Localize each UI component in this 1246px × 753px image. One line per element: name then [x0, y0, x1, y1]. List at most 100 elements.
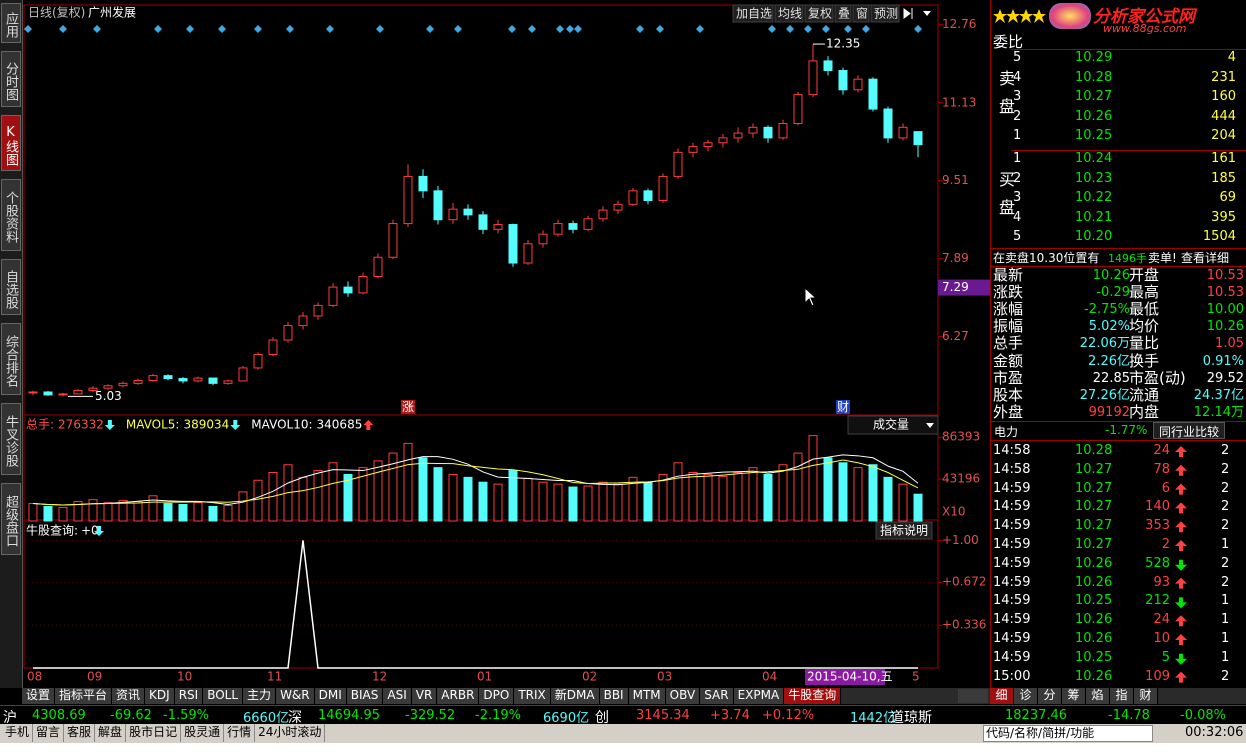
- indicator-tab[interactable]: EXPMA: [733, 688, 785, 704]
- tab-scroll[interactable]: [958, 689, 988, 703]
- event-diamond: [59, 25, 67, 33]
- sidebar-tab[interactable]: 分时图: [1, 51, 21, 107]
- toolbar-button[interactable]: 预测: [874, 7, 898, 21]
- footer-button[interactable]: 行情: [224, 724, 256, 742]
- sidebar-tab[interactable]: 牛叉诊股: [1, 403, 21, 475]
- toolbar-button[interactable]: 叠: [838, 7, 850, 21]
- indicator-tab[interactable]: SAR: [700, 688, 734, 704]
- footer-button[interactable]: 解盘: [95, 724, 127, 742]
- footer-button[interactable]: 股市日记: [126, 724, 182, 742]
- market-bar: 沪 4308.69 -69.62 -1.59% 6660亿深 14694.95 -329.5…: [0, 705, 1246, 726]
- sidebar-tab[interactable]: 综合排名: [1, 323, 21, 395]
- volume-bar: [823, 457, 833, 522]
- indicator-tab[interactable]: 设置: [22, 688, 56, 704]
- footer-button[interactable]: 手机: [2, 724, 34, 742]
- panel-tab[interactable]: 筹: [1062, 688, 1086, 704]
- indicator-tab[interactable]: BOLL: [203, 688, 244, 704]
- footer-button[interactable]: 股灵通: [181, 724, 225, 742]
- trade-arrows: [1175, 446, 1187, 683]
- panel-divider: [991, 440, 1246, 441]
- trade-time: 14:58: [993, 461, 1031, 477]
- indicator-tab[interactable]: BBI: [599, 688, 629, 704]
- footer-button[interactable]: 24小时滚动: [255, 724, 326, 742]
- indicator-tab[interactable]: 牛股查询: [784, 688, 842, 704]
- indicator-tab[interactable]: 新DMA: [550, 688, 600, 704]
- sidebar-tab[interactable]: 超级盘口: [1, 483, 21, 555]
- volume-bar: [883, 476, 893, 522]
- indicator-tab[interactable]: KDJ: [145, 688, 175, 704]
- volume-bar: [778, 464, 788, 522]
- candle-body: [73, 390, 83, 395]
- sidebar-tab[interactable]: 自选股: [1, 259, 21, 315]
- dropdown-icon: [926, 423, 934, 428]
- trade-count: 1: [1221, 537, 1230, 552]
- panel-tab[interactable]: 焰: [1086, 688, 1110, 704]
- trade-count: 1: [1221, 649, 1230, 665]
- trade-count: 1: [1221, 612, 1230, 628]
- stat-label: 市盈(动): [1129, 368, 1186, 387]
- market-amount: 6690亿: [543, 711, 590, 726]
- event-diamond: [636, 25, 644, 33]
- volume-bar: [763, 473, 773, 522]
- candle-body: [163, 375, 173, 380]
- market-pct: +0.12%: [762, 708, 815, 723]
- volume-legend-value: 389034: [183, 418, 229, 432]
- sidebar-tab[interactable]: K线图: [1, 115, 21, 171]
- indicator-tab[interactable]: MTM: [628, 688, 666, 704]
- indicator-tab[interactable]: 主力: [243, 688, 277, 704]
- indicator-tab[interactable]: 资讯: [112, 688, 146, 704]
- x-tick-label: 2015-04-10,五: [807, 670, 893, 684]
- volume-bar: [658, 473, 668, 522]
- trade-time: 14:59: [993, 649, 1031, 665]
- toolbar-button[interactable]: 加自选: [736, 7, 772, 21]
- panel-tab[interactable]: 细: [990, 688, 1014, 704]
- market-amount: 6660亿: [243, 711, 290, 726]
- indicator-tab[interactable]: ARBR: [437, 688, 480, 704]
- indicator-tab[interactable]: DMI: [314, 688, 347, 704]
- trade-count: 2: [1221, 499, 1230, 515]
- toolbar-button[interactable]: 均线: [778, 7, 802, 21]
- candle-body: [748, 126, 758, 134]
- indicator-tab[interactable]: DPO: [479, 688, 515, 704]
- panel-tab[interactable]: 分: [1038, 688, 1062, 704]
- volume-ma-line: [32, 459, 919, 506]
- candle-body: [883, 108, 893, 139]
- market-change: -69.62: [110, 708, 152, 723]
- panel-tab[interactable]: 指: [1110, 688, 1134, 704]
- sector-button[interactable]: 同行业比较: [1153, 422, 1225, 439]
- toolbar-button[interactable]: 窗: [856, 7, 868, 21]
- event-diamond: [566, 25, 574, 33]
- volume-bar: [328, 462, 338, 522]
- alert-link[interactable]: 查看详细: [1181, 251, 1230, 265]
- toolbar-button[interactable]: 复权: [808, 7, 832, 21]
- event-diamond: [286, 25, 294, 33]
- indicator-tab[interactable]: TRIX: [514, 688, 551, 704]
- indicator-tab[interactable]: ASI: [383, 688, 412, 704]
- trade-count: 2: [1221, 555, 1230, 571]
- indicator-help[interactable]: 指标说明: [880, 523, 928, 538]
- panel-tab[interactable]: 诊: [1014, 688, 1038, 704]
- panel-tab[interactable]: 财: [1134, 688, 1158, 704]
- trade-count: 2: [1221, 443, 1230, 458]
- event-diamond: [528, 25, 536, 33]
- volume-selector[interactable]: 成交量: [873, 417, 909, 432]
- stat-value: 99192: [1088, 404, 1130, 420]
- indicator-tab[interactable]: RSI: [174, 688, 204, 704]
- footer-button[interactable]: 客服: [64, 724, 96, 742]
- trade-time: 14:59: [993, 555, 1031, 571]
- trade-volume: 24: [1153, 443, 1170, 458]
- order-level: 3: [1013, 89, 1022, 104]
- indicator-tab[interactable]: BIAS: [346, 688, 384, 704]
- indicator-tab[interactable]: VR: [411, 688, 438, 704]
- rating-star: [1019, 9, 1033, 23]
- trade-time: 14:59: [993, 499, 1031, 515]
- indicator-tab[interactable]: OBV: [665, 688, 701, 704]
- indicator-tab[interactable]: W&R: [276, 688, 315, 704]
- indicator-tab[interactable]: 指标平台: [55, 688, 113, 704]
- search-box[interactable]: 代码/名称/简拼/功能: [983, 725, 1153, 742]
- candle-body: [523, 243, 533, 264]
- sidebar-tab[interactable]: 应用: [1, 3, 21, 43]
- footer-button[interactable]: 留言: [33, 724, 65, 742]
- sidebar-tab[interactable]: 个股资料: [1, 179, 21, 251]
